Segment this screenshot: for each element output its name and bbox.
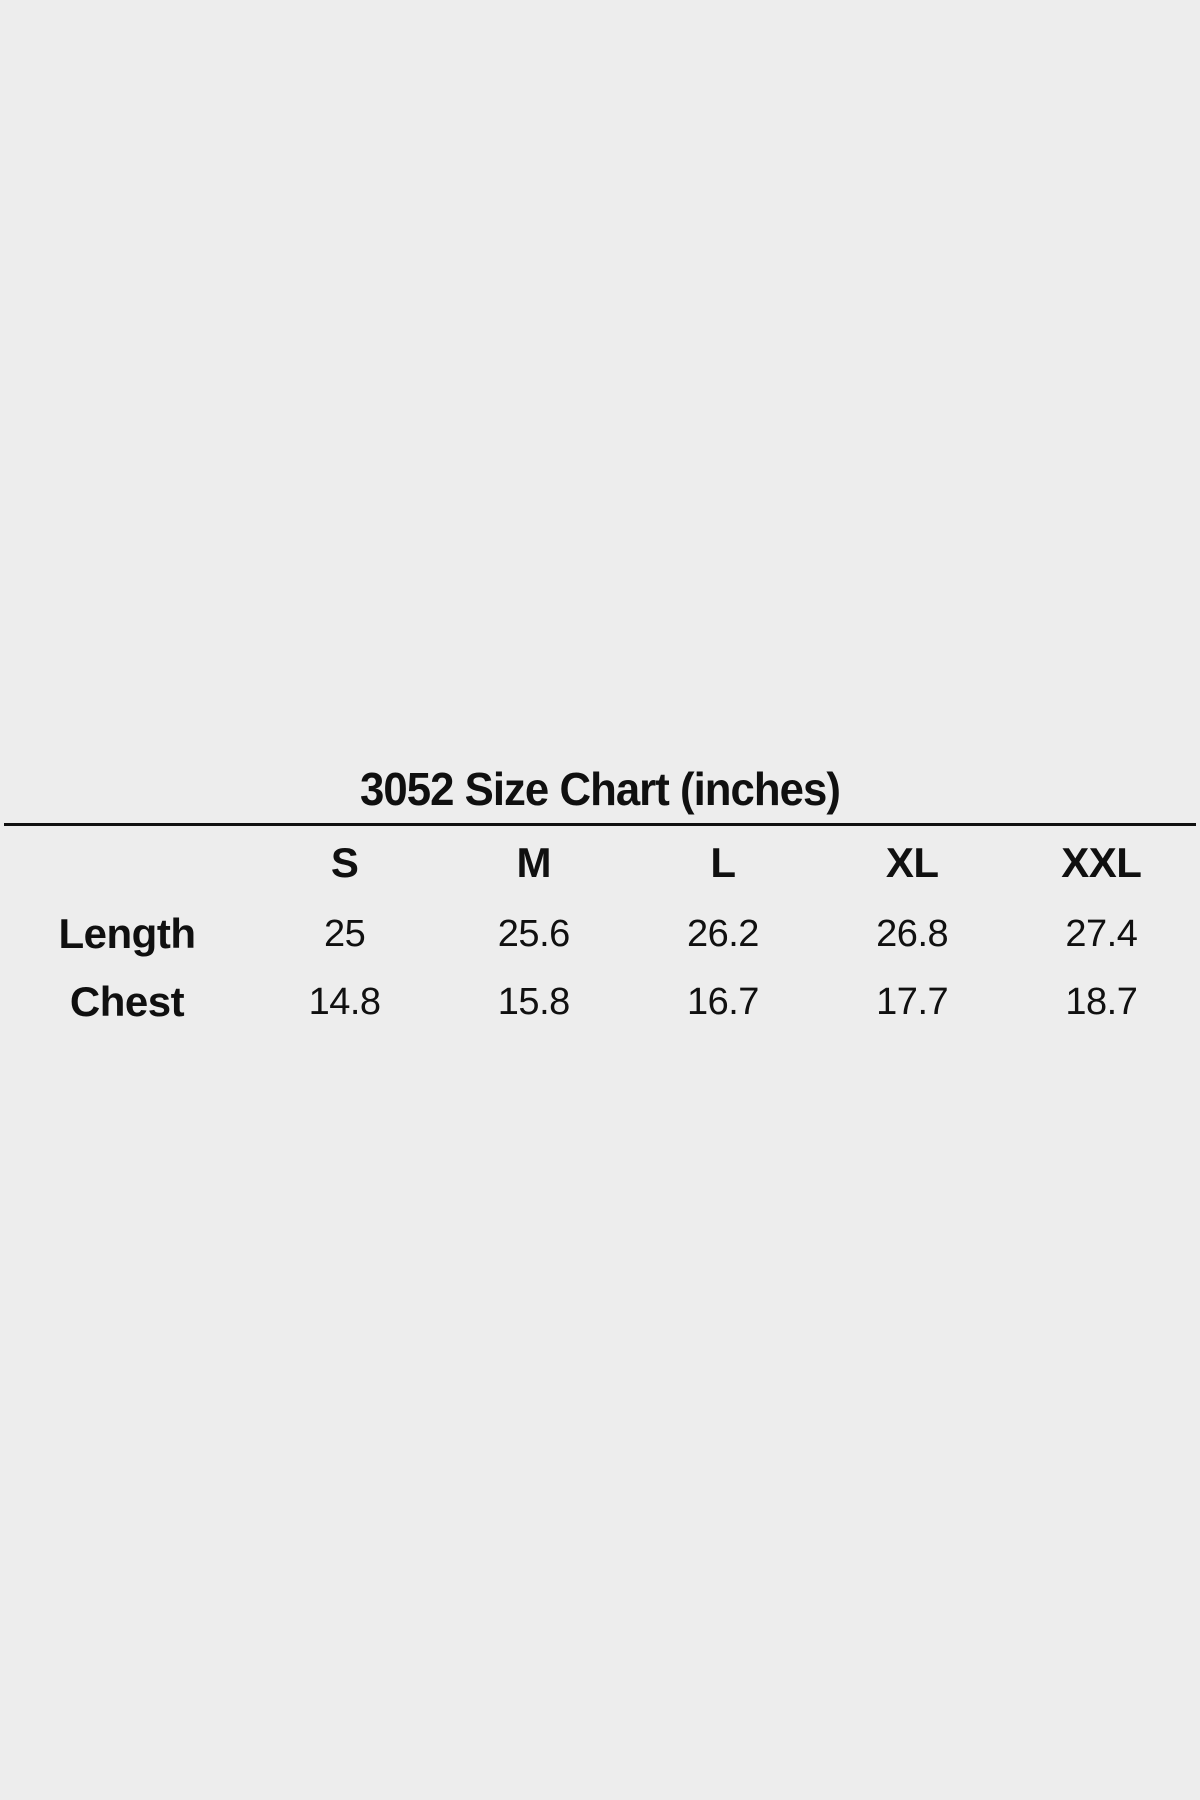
row-label-chest: Chest <box>69 978 185 1025</box>
cell-chest-xxl: 18.7 <box>1065 980 1138 1023</box>
cell-chest-l: 16.7 <box>686 980 759 1023</box>
col-header-xxl: XXL <box>1061 839 1142 886</box>
col-header-s: S <box>330 839 359 886</box>
cell-length-xl: 26.8 <box>876 912 949 955</box>
cell-chest-m: 15.8 <box>497 980 570 1023</box>
corner-cell <box>4 826 250 900</box>
chart-title: 3052 Size Chart (inches) <box>360 763 841 815</box>
col-header-xl: XL <box>885 839 939 886</box>
cell-length-m: 25.6 <box>497 912 570 955</box>
table-row-chest: Chest 14.8 15.8 16.7 17.7 18.7 <box>4 968 1196 1036</box>
table-header-row: S M L XL XXL <box>4 826 1196 900</box>
title-divider-rule <box>4 823 1196 826</box>
cell-length-s: 25 <box>323 912 366 955</box>
size-table: S M L XL XXL Length 25 25.6 26.2 26.8 27… <box>4 826 1196 1036</box>
cell-length-l: 26.2 <box>686 912 759 955</box>
col-header-m: M <box>516 839 552 886</box>
cell-length-xxl: 27.4 <box>1065 912 1138 955</box>
table-row-length: Length 25 25.6 26.2 26.8 27.4 <box>4 900 1196 968</box>
cell-chest-s: 14.8 <box>308 980 381 1023</box>
col-header-l: L <box>710 839 736 886</box>
row-label-length: Length <box>58 910 196 957</box>
cell-chest-xl: 17.7 <box>876 980 949 1023</box>
size-chart: 3052 Size Chart (inches) S M L XL XXL <box>0 760 1200 1036</box>
